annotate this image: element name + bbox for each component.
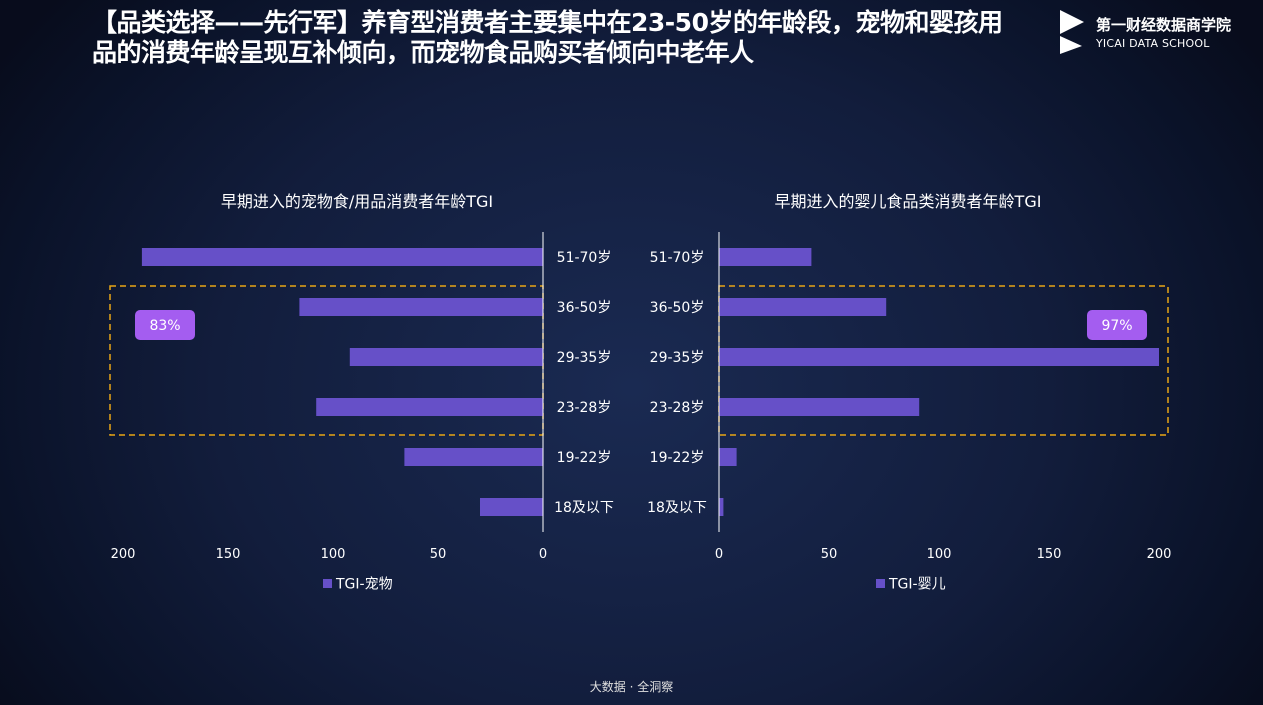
baby-callout-badge <box>1087 310 1147 340</box>
brand-subtitle: YICAI DATA SCHOOL <box>1096 37 1210 50</box>
baby-category-label-1: 36-50岁 <box>650 300 705 316</box>
baby-callout-label: 97% <box>1101 318 1132 334</box>
pet-category-label-2: 29-35岁 <box>557 350 612 366</box>
baby-tick-label-0: 0 <box>715 547 723 562</box>
baby-tgi-chart: 早期进入的婴儿食品类消费者年龄TGI 51-70岁 36-50岁 29-35岁 23-2… <box>647 192 1171 593</box>
pet-category-label-4: 19-22岁 <box>557 450 612 466</box>
baby-category-label-0: 51-70岁 <box>650 250 705 266</box>
baby-tick-label-3: 150 <box>1037 547 1062 562</box>
baby-bar-0 <box>719 248 812 266</box>
pet-legend-swatch <box>323 579 332 588</box>
baby-legend-swatch <box>876 579 885 588</box>
baby-category-label-4: 19-22岁 <box>650 450 705 466</box>
yicai-logo-icon <box>1060 10 1084 54</box>
footer-slogan: 大数据 · 全洞察 <box>589 680 674 694</box>
baby-tick-label-2: 100 <box>927 547 952 562</box>
pet-tick-label-1: 150 <box>216 547 241 562</box>
baby-category-label-2: 29-35岁 <box>650 350 705 366</box>
baby-tick-label-1: 50 <box>821 547 838 562</box>
baby-bar-1 <box>719 298 887 316</box>
pet-category-label-3: 23-28岁 <box>557 400 612 416</box>
pet-category-label-5: 18及以下 <box>554 500 614 516</box>
pet-legend-label: TGI-宠物 <box>335 577 393 593</box>
baby-category-label-3: 23-28岁 <box>650 400 705 416</box>
pet-bar-2 <box>349 348 543 366</box>
pet-bar-5 <box>480 498 543 516</box>
pet-tick-label-4: 0 <box>539 547 547 562</box>
baby-legend-label: TGI-婴儿 <box>888 577 946 593</box>
brand-name: 第一财经数据商学院 <box>1096 16 1232 34</box>
baby-bar-4 <box>719 448 737 466</box>
pet-category-label-0: 51-70岁 <box>557 250 612 266</box>
baby-category-label-5: 18及以下 <box>647 500 707 516</box>
pet-tgi-chart: 早期进入的宠物食/用品消费者年龄TGI 51-70岁 36-50岁 29-35岁 23-… <box>109 192 614 593</box>
pet-callout-label: 83% <box>149 318 180 334</box>
pet-chart-title: 早期进入的宠物食/用品消费者年龄TGI <box>221 192 493 211</box>
baby-bar-3 <box>719 398 920 416</box>
pet-bar-1 <box>299 298 543 316</box>
pet-callout-badge <box>135 310 195 340</box>
pet-tick-label-0: 200 <box>111 547 136 562</box>
brand-logo-block: 第一财经数据商学院 YICAI DATA SCHOOL <box>1058 8 1258 56</box>
pet-bar-4 <box>404 448 543 466</box>
pet-tick-label-3: 50 <box>430 547 447 562</box>
baby-bar-2 <box>719 348 1159 366</box>
page-headline: 【品类选择——先行军】养育型消费者主要集中在23-50岁的年龄段，宠物和婴孩用品… <box>92 8 1003 67</box>
pet-category-label-1: 36-50岁 <box>557 300 612 316</box>
pet-bar-3 <box>316 398 543 416</box>
baby-tick-label-4: 200 <box>1147 547 1172 562</box>
pet-tick-label-2: 100 <box>321 547 346 562</box>
baby-chart-title: 早期进入的婴儿食品类消费者年龄TGI <box>775 192 1042 211</box>
pet-bar-0 <box>141 248 543 266</box>
baby-bar-5 <box>719 498 724 516</box>
